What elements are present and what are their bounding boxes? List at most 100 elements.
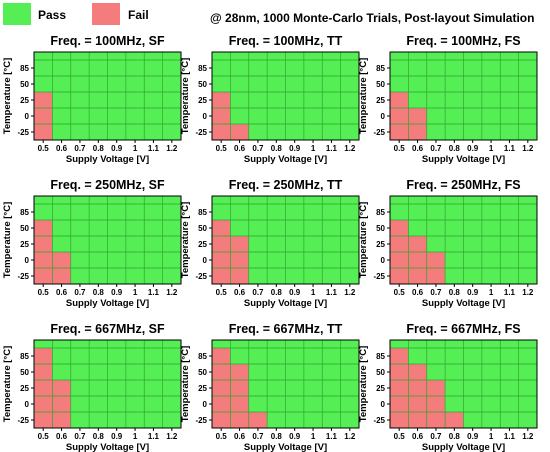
fail-cell xyxy=(408,108,427,124)
fail-cell xyxy=(390,108,409,124)
fail-cell xyxy=(230,380,249,396)
fail-cell xyxy=(212,124,231,140)
y-tick-label: 25 xyxy=(376,384,385,393)
fail-cell xyxy=(230,236,249,252)
plot-frame xyxy=(211,339,360,429)
x-tick-label: 0.9 xyxy=(289,432,301,441)
x-axis-label: Supply Voltage [V] xyxy=(244,154,327,165)
y-tick-label: 0 xyxy=(381,256,386,265)
fail-cell xyxy=(445,412,464,428)
y-tick-label: 85 xyxy=(198,64,207,73)
panel-title: Freq. = 667MHz, TT xyxy=(229,322,343,336)
legend-fail-swatch xyxy=(92,3,120,25)
x-tick-label: 1.2 xyxy=(344,144,356,153)
panel-title: Freq. = 100MHz, SF xyxy=(50,34,165,48)
panel-title: Freq. = 250MHz, SF xyxy=(50,178,165,192)
x-tick-label: 0.9 xyxy=(111,432,123,441)
y-tick-label: 0 xyxy=(203,256,208,265)
y-tick-label: 50 xyxy=(20,80,29,89)
y-tick-label: 0 xyxy=(203,400,208,409)
fail-cell xyxy=(34,364,53,380)
y-tick-label: 0 xyxy=(25,400,30,409)
shmoo-panel: Freq. = 100MHz, TT 0.5 0.6 0.7 0.8 0.9 1 1.1 1.2… xyxy=(180,34,360,165)
x-tick-label: 1.1 xyxy=(148,432,160,441)
fail-cell xyxy=(212,380,231,396)
y-tick-label: -25 xyxy=(373,272,385,281)
x-tick-label: 1.2 xyxy=(166,288,178,297)
y-axis-label: Temperature [°C] xyxy=(180,202,191,278)
fail-cell xyxy=(34,92,53,108)
fail-cell xyxy=(212,268,231,284)
y-tick-label: 85 xyxy=(376,352,385,361)
shmoo-panels: Freq. = 100MHz, SF 0.5 0.6 0.7 0.8 0.9 1 1.1 1.2… xyxy=(2,34,538,452)
y-tick-label: -25 xyxy=(195,272,207,281)
fail-cell xyxy=(230,268,249,284)
fail-cell xyxy=(426,380,446,396)
panel-title: Freq. = 100MHz, TT xyxy=(229,34,343,48)
x-tick-label: 0.7 xyxy=(252,432,264,441)
fail-cell xyxy=(408,236,427,252)
fail-cell xyxy=(230,396,249,412)
y-tick-label: 50 xyxy=(198,80,207,89)
x-tick-label: 0.8 xyxy=(271,288,283,297)
y-tick-label: 0 xyxy=(25,256,30,265)
x-tick-label: 0.7 xyxy=(252,144,264,153)
x-axis-label: Supply Voltage [V] xyxy=(422,442,505,452)
legend-fail-label: Fail xyxy=(128,8,149,22)
x-tick-label: 1.2 xyxy=(522,288,534,297)
x-axis-label: Supply Voltage [V] xyxy=(422,154,505,165)
fail-cell xyxy=(230,252,249,268)
x-tick-label: 0.5 xyxy=(394,144,406,153)
x-tick-label: 0.7 xyxy=(74,144,86,153)
x-tick-label: 0.6 xyxy=(56,288,68,297)
fail-cell xyxy=(230,124,249,140)
x-tick-label: 0.6 xyxy=(234,144,246,153)
x-tick-label: 0.5 xyxy=(394,432,406,441)
shmoo-panel: Freq. = 250MHz, TT 0.5 0.6 0.7 0.8 0.9 1 1.1 1.2… xyxy=(180,178,360,309)
y-tick-label: 25 xyxy=(198,240,207,249)
fail-cell xyxy=(212,236,231,252)
x-tick-label: 0.8 xyxy=(93,288,105,297)
x-tick-label: 0.9 xyxy=(467,432,479,441)
x-tick-label: 0.7 xyxy=(252,288,264,297)
fail-cell xyxy=(212,412,231,428)
x-tick-label: 0.6 xyxy=(412,288,424,297)
x-tick-label: 0.7 xyxy=(430,288,442,297)
x-tick-label: 0.9 xyxy=(467,144,479,153)
x-tick-label: 1.2 xyxy=(166,144,178,153)
fail-cell xyxy=(230,412,249,428)
x-tick-label: 0.5 xyxy=(216,144,228,153)
panel-title: Freq. = 667MHz, FS xyxy=(406,322,520,336)
x-tick-label: 0.7 xyxy=(74,432,86,441)
x-tick-label: 0.8 xyxy=(93,144,105,153)
y-tick-label: 25 xyxy=(20,240,29,249)
y-tick-label: -25 xyxy=(195,128,207,137)
y-tick-label: 85 xyxy=(20,64,29,73)
y-axis-label: Temperature [°C] xyxy=(358,58,369,134)
fail-cell xyxy=(390,396,409,412)
y-tick-label: -25 xyxy=(373,128,385,137)
y-tick-label: -25 xyxy=(17,272,29,281)
x-tick-label: 0.9 xyxy=(289,144,301,153)
x-tick-label: 1.1 xyxy=(326,144,338,153)
fail-cell xyxy=(52,268,71,284)
x-axis-label: Supply Voltage [V] xyxy=(244,298,327,309)
fail-cell xyxy=(390,252,409,268)
simulation-conditions-note: @ 28nm, 1000 Monte-Carlo Trials, Post-la… xyxy=(210,11,534,25)
x-tick-label: 0.9 xyxy=(467,288,479,297)
fail-cell xyxy=(230,364,249,380)
y-tick-label: 50 xyxy=(198,368,207,377)
shmoo-panel: Freq. = 100MHz, FS 0.5 0.6 0.7 0.8 0.9 1 1.1 1.2… xyxy=(358,34,538,165)
panel-title: Freq. = 250MHz, TT xyxy=(229,178,343,192)
x-tick-label: 1.1 xyxy=(148,144,160,153)
x-tick-label: 0.5 xyxy=(38,432,50,441)
y-tick-label: 0 xyxy=(381,400,386,409)
x-tick-label: 0.7 xyxy=(430,432,442,441)
y-tick-label: 50 xyxy=(376,368,385,377)
fail-cell xyxy=(408,124,427,140)
x-tick-label: 0.8 xyxy=(449,288,461,297)
fail-cell xyxy=(408,396,427,412)
fail-cell xyxy=(390,380,409,396)
y-axis-label: Temperature [°C] xyxy=(180,346,191,422)
y-axis-label: Temperature [°C] xyxy=(358,346,369,422)
